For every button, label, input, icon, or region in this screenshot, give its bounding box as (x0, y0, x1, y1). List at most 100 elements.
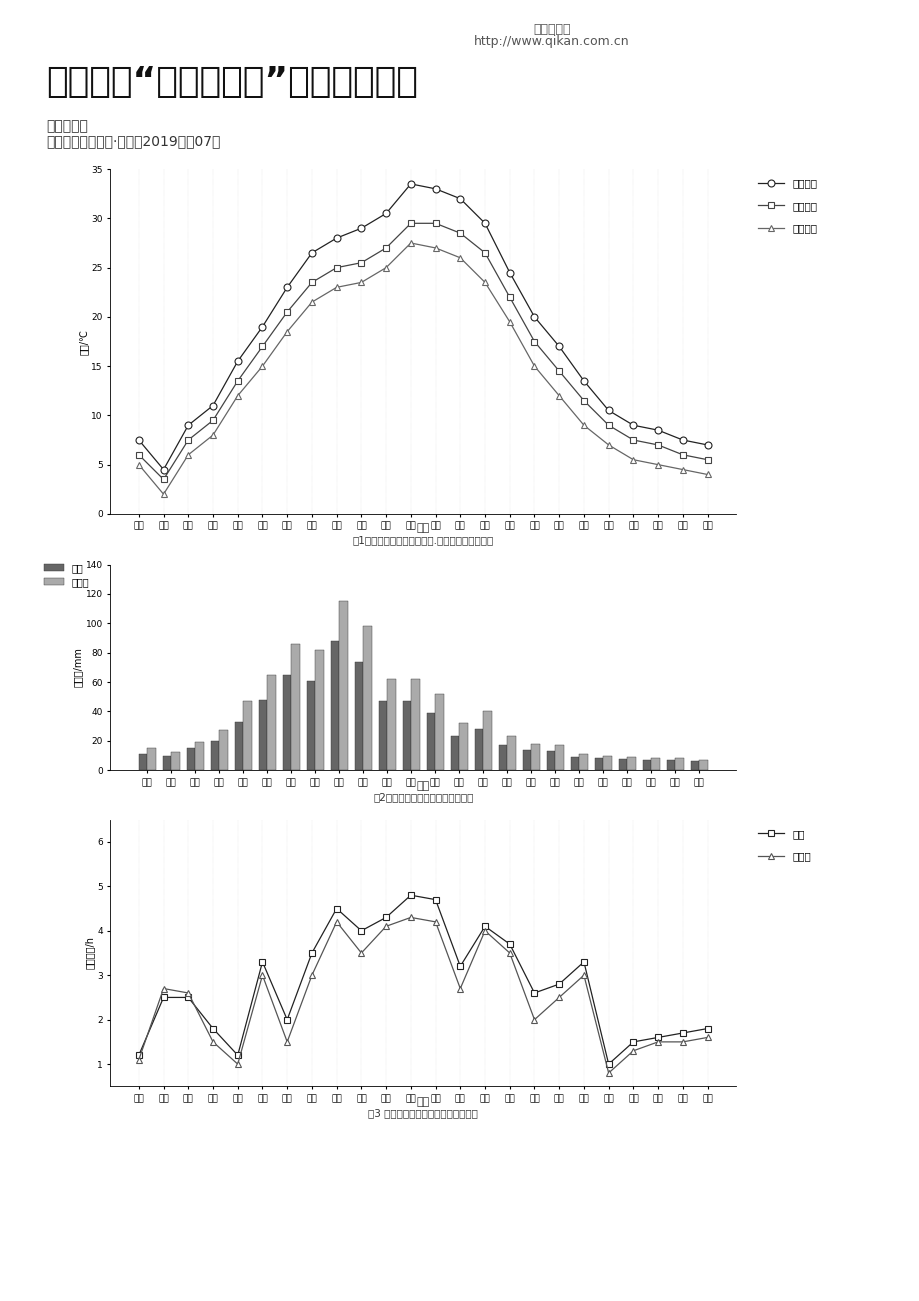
平均气温 (331, 280, 342, 295)
Bar (403, 701, 411, 770)
最低气温 (158, 462, 169, 477)
Bar (195, 742, 203, 770)
Bar (363, 626, 371, 770)
Bar (666, 760, 675, 770)
平均气温 (429, 241, 440, 256)
Text: 作者：雷书: 作者：雷书 (46, 120, 88, 134)
Bar (618, 760, 627, 770)
Bar (315, 649, 323, 770)
Bar (698, 760, 707, 770)
Text: 图2成都二十四节气多年平均降水量: 图2成都二十四节气多年平均降水量 (372, 792, 473, 803)
最低气温 (133, 432, 144, 448)
温江 (603, 1056, 614, 1072)
温江 (504, 937, 515, 952)
Text: 节气: 节气 (416, 1097, 429, 1107)
都江堰 (133, 1051, 144, 1067)
Bar (627, 757, 635, 770)
最高气温 (528, 334, 539, 350)
最高气温 (380, 241, 391, 256)
最低气温 (504, 265, 515, 281)
Line: 最高气温: 最高气温 (135, 220, 710, 483)
最低气温 (281, 280, 292, 295)
Bar (426, 713, 435, 770)
平均气温 (158, 487, 169, 502)
最高气温 (479, 245, 490, 260)
温江 (429, 892, 440, 908)
最低气温 (183, 418, 194, 433)
Bar (554, 745, 563, 770)
最高气温 (454, 225, 465, 241)
都江堰 (331, 915, 342, 930)
都江堰 (208, 1034, 219, 1050)
最高气温 (232, 373, 243, 389)
Bar (243, 701, 252, 770)
最低气温 (578, 373, 589, 389)
平均气温 (553, 388, 564, 403)
都江堰 (183, 985, 194, 1000)
Y-axis label: 降水量/mm: 降水量/mm (73, 648, 83, 687)
平均气温 (528, 358, 539, 373)
都江堰 (652, 1034, 663, 1050)
都江堰 (281, 1034, 292, 1050)
平均气温 (306, 294, 317, 310)
最高气温 (356, 255, 367, 271)
平均气温 (578, 418, 589, 433)
平均气温 (256, 358, 267, 373)
Y-axis label: 日照时数/h: 日照时数/h (85, 937, 94, 969)
温江 (553, 976, 564, 991)
Bar (579, 755, 587, 770)
Bar (506, 736, 515, 770)
Bar (210, 740, 219, 770)
Bar (603, 756, 611, 770)
温江 (652, 1029, 663, 1045)
Bar (234, 722, 243, 770)
都江堰 (553, 990, 564, 1006)
都江堰 (405, 909, 416, 925)
最高气温 (331, 260, 342, 276)
Bar (379, 701, 387, 770)
Bar (339, 601, 347, 770)
温江 (183, 990, 194, 1006)
Bar (306, 680, 315, 770)
温江 (133, 1047, 144, 1063)
最低气温 (306, 245, 317, 260)
最高气温 (504, 289, 515, 304)
Bar (219, 730, 227, 770)
都江堰 (429, 915, 440, 930)
都江堰 (701, 1029, 712, 1045)
都江堰 (454, 981, 465, 997)
平均气温 (281, 324, 292, 340)
都江堰 (603, 1066, 614, 1081)
Bar (435, 693, 443, 770)
最低气温 (232, 354, 243, 369)
Bar (291, 644, 300, 770)
最低气温 (256, 319, 267, 334)
Bar (450, 736, 459, 770)
都江堰 (356, 945, 367, 960)
Bar (355, 661, 363, 770)
温江 (208, 1021, 219, 1037)
最低气温 (676, 432, 687, 448)
最高气温 (133, 448, 144, 463)
Text: 节气: 节气 (416, 781, 429, 791)
平均气温 (701, 467, 712, 483)
温江 (578, 954, 589, 969)
最高气温 (578, 393, 589, 409)
都江堰 (232, 1056, 243, 1072)
Bar (570, 757, 579, 770)
Line: 温江: 温江 (135, 891, 710, 1068)
Bar (675, 758, 683, 770)
最高气温 (208, 412, 219, 428)
最低气温 (553, 338, 564, 354)
最高气温 (405, 216, 416, 232)
都江堰 (479, 922, 490, 938)
Bar (642, 760, 651, 770)
最高气温 (553, 363, 564, 379)
最高气温 (603, 418, 614, 433)
温江 (331, 900, 342, 916)
最高气温 (652, 437, 663, 453)
温江 (701, 1021, 712, 1037)
Bar (163, 756, 171, 770)
最低气温 (479, 216, 490, 232)
平均气温 (504, 314, 515, 329)
